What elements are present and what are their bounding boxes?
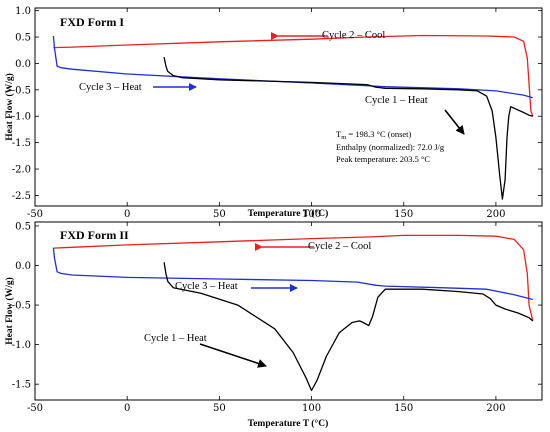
y-tick-label: -1.5: [12, 380, 31, 391]
cycle1-pointer-arrow: [444, 109, 465, 135]
y-axis-title: Heat Flow (W/g): [4, 277, 15, 345]
x-tick-label: 100: [302, 209, 321, 220]
x-tick-label: 200: [486, 403, 505, 414]
cycle2-label: Cycle 2 – Cool: [308, 241, 371, 252]
series-line-cycle1: [163, 262, 534, 392]
y-tick-label: 0.5: [15, 33, 31, 44]
cycle1-label: Cycle 1 – Heat: [365, 95, 428, 106]
ticks-group: -50 0 50 100 150 200 0.5 0.0 -0.5 -1.0 -1.5: [12, 221, 542, 414]
x-tick-label: 0: [124, 403, 130, 414]
melting-onset-label: Tm = 198.3 °C (onset): [336, 129, 412, 141]
enthalpy-label: Enthalpy (normalized): 72.0 J/g: [336, 142, 445, 152]
curves-group: [52, 234, 534, 392]
y-tick-label: -2.0: [12, 165, 31, 176]
x-tick-label: 150: [394, 209, 413, 220]
ticks-group: -50 0 50 100 150 200 1.0 0.5 0.0 -0.5 -1.0 -1.5 -2.0…: [12, 6, 542, 220]
x-tick-label: 0: [124, 209, 130, 220]
y-tick-label: 0.0: [15, 261, 31, 272]
chart-panel-form-2: -50 0 50 100 150 200 0.5 0.0 -0.5 -1.0 -1.5 FXD Fo…: [4, 221, 543, 429]
plot-frame: [34, 221, 543, 401]
x-axis-title: Temperature T (°C): [248, 208, 329, 219]
chart-title: FXD Form II: [60, 228, 129, 242]
series-line-cycle2: [53, 34, 534, 117]
cycle1-pointer-arrow: [199, 343, 267, 368]
x-tick-label: 100: [302, 403, 321, 414]
y-tick-label: 1.0: [15, 6, 31, 17]
cycle3-label: Cycle 3 – Heat: [175, 281, 238, 292]
series-line-cycle2: [53, 234, 534, 322]
y-tick-label: -2.5: [12, 191, 31, 202]
y-tick-label: -1.0: [12, 112, 31, 123]
chart-panel-form-1: -50 0 50 100 150 200 1.0 0.5 0.0 -0.5 -1.0 -1.5 -2.0…: [4, 6, 543, 220]
x-axis-title: Temperature T (°C): [248, 418, 329, 429]
curves-group: [52, 34, 534, 200]
series-line-cycle1: [163, 56, 533, 200]
y-tick-label: 0.0: [15, 59, 31, 70]
series-line-cycle3: [52, 35, 533, 99]
x-tick-label: 150: [394, 403, 413, 414]
x-tick-label: 50: [213, 209, 226, 220]
cycle2-label: Cycle 2 – Cool: [322, 30, 385, 41]
series-line-cycle3: [52, 248, 533, 301]
y-axis-title: Heat Flow (W/g): [4, 73, 15, 141]
cycle3-label: Cycle 3 – Heat: [79, 82, 142, 93]
plot-frame: [34, 7, 543, 207]
y-tick-label: -1.5: [12, 138, 31, 149]
peak-temperature-label: Peak temperature: 203.5 °C: [336, 154, 430, 164]
x-tick-label: -50: [27, 209, 43, 220]
y-tick-label: -0.5: [12, 301, 31, 312]
x-tick-label: -50: [27, 403, 43, 414]
chart-title: FXD Form I: [60, 15, 124, 29]
y-tick-label: 0.5: [15, 221, 31, 232]
x-tick-label: 50: [213, 403, 226, 414]
cycle1-label: Cycle 1 – Heat: [144, 333, 207, 344]
y-tick-label: -0.5: [12, 85, 31, 96]
y-tick-label: -1.0: [12, 340, 31, 351]
x-tick-label: 200: [486, 209, 505, 220]
